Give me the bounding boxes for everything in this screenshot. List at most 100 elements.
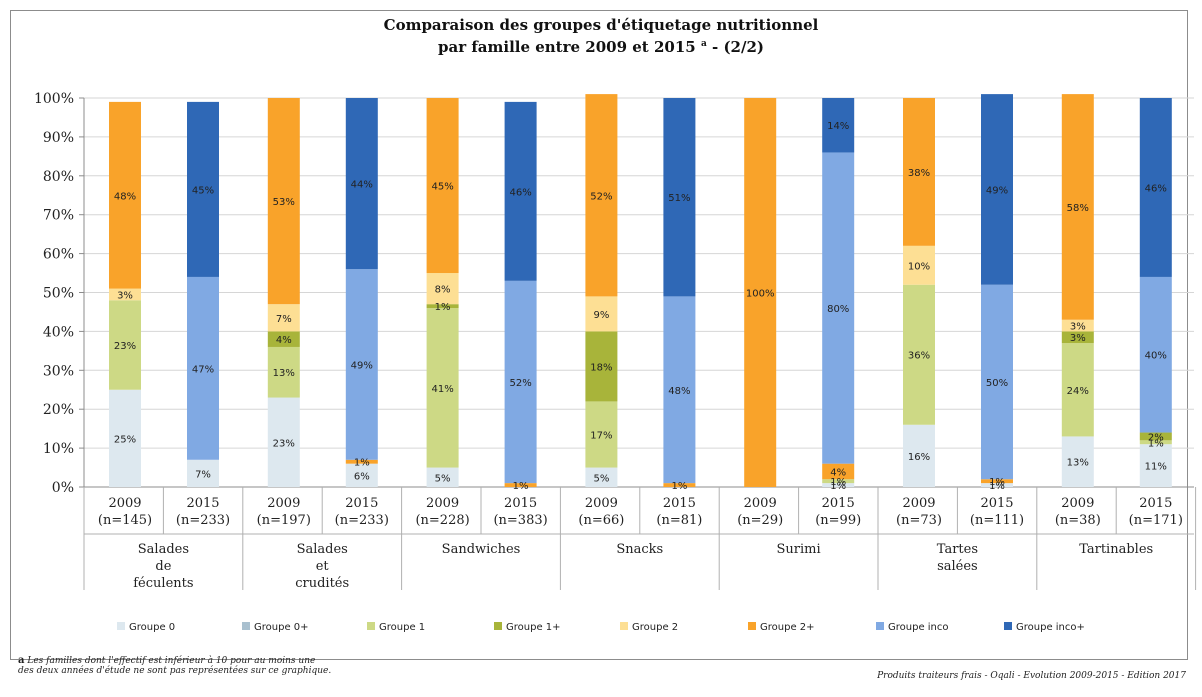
year-label: 2009 xyxy=(108,496,141,511)
y-tick-label: 80% xyxy=(43,169,74,185)
bar-segment xyxy=(109,101,141,289)
bar-segment xyxy=(1139,444,1172,487)
title-line-1: Comparaison des groupes d'étiquetage nut… xyxy=(383,16,819,34)
legend-label: Groupe 0 xyxy=(129,622,175,633)
year-label: 2009 xyxy=(267,496,300,511)
year-label: 2009 xyxy=(426,496,459,511)
data-label: 13% xyxy=(273,368,295,379)
data-label: 14% xyxy=(827,121,849,132)
bar-segment xyxy=(663,98,696,297)
bar-segment xyxy=(109,288,141,301)
bar-segment xyxy=(504,101,537,281)
y-tick-label: 10% xyxy=(43,441,74,457)
legend-swatch xyxy=(242,622,250,630)
data-label: 46% xyxy=(1145,183,1167,194)
data-label: 52% xyxy=(590,191,612,202)
data-label: 58% xyxy=(1067,203,1089,214)
bar-segment xyxy=(903,284,935,425)
legend-swatch xyxy=(620,622,628,630)
bar-segment xyxy=(822,463,855,480)
legend-swatch xyxy=(748,622,756,630)
y-tick-label: 100% xyxy=(34,91,74,107)
y-tick-label: 0% xyxy=(52,480,74,496)
data-label: 4% xyxy=(276,335,292,346)
bar-segment xyxy=(663,483,696,487)
bar-segment xyxy=(903,245,935,285)
chart-frame xyxy=(10,10,1188,660)
data-label: 3% xyxy=(1070,322,1086,333)
bar-segment xyxy=(345,463,378,487)
count-label: (n=66) xyxy=(578,513,624,528)
data-label: 38% xyxy=(908,168,930,179)
count-label: (n=383) xyxy=(493,513,547,528)
legend-swatch xyxy=(367,622,375,630)
footnote-marker: a xyxy=(18,655,25,666)
bar-segment xyxy=(822,483,855,487)
title-superscript: a xyxy=(700,39,707,49)
legend-label: Groupe inco xyxy=(888,622,949,633)
bar-segment xyxy=(504,280,537,484)
bar-segment xyxy=(109,300,141,390)
bar-segment xyxy=(267,98,300,305)
data-label: 1% xyxy=(671,481,687,492)
bar-segment xyxy=(1061,331,1094,344)
data-label: 8% xyxy=(435,285,451,296)
y-tick-label: 90% xyxy=(43,130,74,146)
footnote-line-2: des deux années d'étude ne sont pas repr… xyxy=(18,666,332,676)
data-label: 16% xyxy=(908,452,930,463)
data-label: 1% xyxy=(354,458,370,469)
data-label: 1% xyxy=(513,481,529,492)
bar-segment xyxy=(426,467,459,487)
bar-segment xyxy=(585,467,618,487)
data-label: 9% xyxy=(593,310,609,321)
y-tick-label: 30% xyxy=(43,363,74,379)
data-label: 5% xyxy=(435,473,451,484)
data-label: 1% xyxy=(1148,438,1164,449)
year-label: 2015 xyxy=(504,496,537,511)
count-label: (n=81) xyxy=(656,513,702,528)
bar-segment xyxy=(1139,276,1172,433)
category-label: salées xyxy=(937,559,978,574)
bar-segment xyxy=(981,284,1013,480)
count-label: (n=29) xyxy=(737,513,783,528)
count-label: (n=233) xyxy=(335,513,389,528)
legend-label: Groupe inco+ xyxy=(1016,622,1085,633)
data-label: 11% xyxy=(1145,462,1167,473)
bar-segment xyxy=(585,401,618,468)
bar-segment xyxy=(981,483,1013,487)
year-label: 2009 xyxy=(1061,496,1094,511)
data-label: 52% xyxy=(509,378,531,389)
bar-segment xyxy=(1061,343,1094,437)
bar-segment xyxy=(426,98,459,274)
data-label: 1% xyxy=(830,477,846,488)
footnote-line-1: a Les familles dont l'effectif est infér… xyxy=(18,655,331,666)
data-label: 18% xyxy=(590,362,612,373)
title-line-2-text: par famille entre 2009 et 2015 xyxy=(438,38,696,56)
data-label: 17% xyxy=(590,430,612,441)
year-label: 2015 xyxy=(186,496,219,511)
bar-segment xyxy=(1061,319,1094,332)
bar-segment xyxy=(744,98,777,487)
year-label: 2015 xyxy=(822,496,855,511)
data-label: 100% xyxy=(746,289,775,300)
bar-segment xyxy=(903,98,935,246)
bar-segment xyxy=(585,296,618,332)
data-label: 41% xyxy=(431,384,453,395)
count-label: (n=38) xyxy=(1055,513,1101,528)
legend-swatch xyxy=(494,622,502,630)
category-label: Salades xyxy=(138,542,189,557)
year-label: 2015 xyxy=(1139,496,1172,511)
year-label: 2009 xyxy=(902,496,935,511)
data-label: 50% xyxy=(986,378,1008,389)
data-label: 7% xyxy=(195,469,211,480)
year-label: 2015 xyxy=(980,496,1013,511)
bar-segment xyxy=(1139,440,1172,445)
bar-segment xyxy=(822,479,855,484)
data-label: 40% xyxy=(1145,351,1167,362)
bar-segment xyxy=(345,269,378,460)
legend-swatch xyxy=(1004,622,1012,630)
title-suffix: - (2/2) xyxy=(706,38,764,56)
legend-label: Groupe 2+ xyxy=(760,622,815,633)
data-label: 1% xyxy=(830,481,846,492)
legend-label: Groupe 1+ xyxy=(506,622,561,633)
